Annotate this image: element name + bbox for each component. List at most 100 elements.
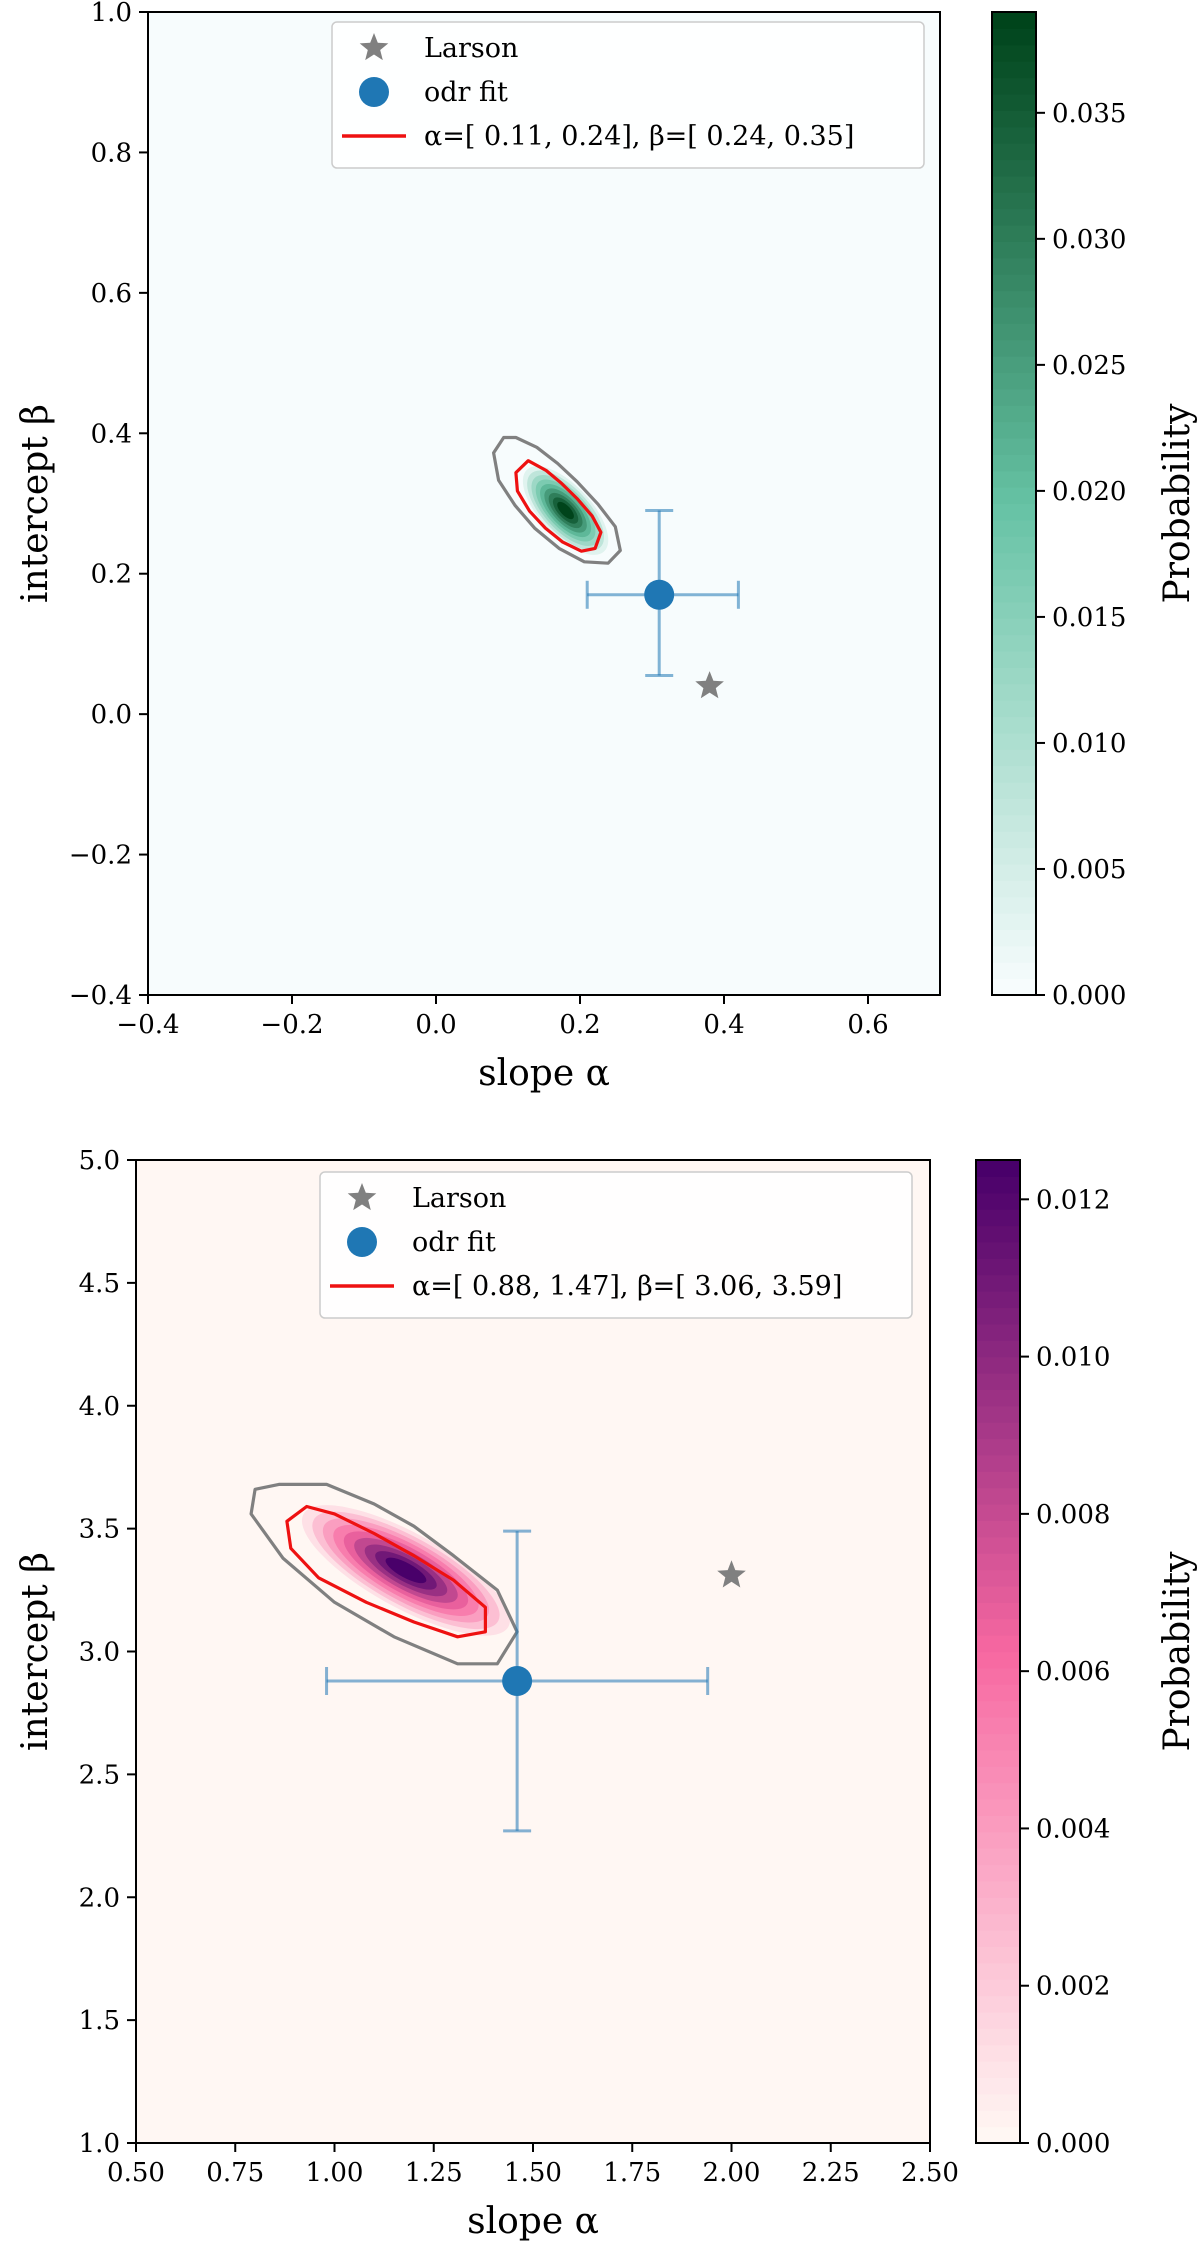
- colorbar-tick-label: 0.000: [1052, 981, 1126, 1011]
- legend-2: Larson odr fit α=[ 0.88, 1.47], β=[ 3.06, …: [319, 1171, 913, 1319]
- colorbar-segment: [992, 667, 1036, 685]
- x-tick-label: 1.00: [306, 2158, 364, 2188]
- legend-entry-label: α=[ 0.88, 1.47], β=[ 3.06, 3.59]: [412, 1271, 842, 1302]
- colorbar-segment: [992, 454, 1036, 472]
- colorbar-segment: [976, 1356, 1020, 1374]
- colorbar-segment: [976, 1585, 1020, 1603]
- colorbar-segment: [976, 1880, 1020, 1898]
- colorbar-segment: [976, 1815, 1020, 1833]
- y-tick-label: −0.4: [69, 981, 132, 1011]
- colorbar-segment: [976, 2061, 1020, 2079]
- legend-box: [331, 21, 925, 169]
- colorbar-tick-label: 0.002: [1036, 1972, 1110, 2002]
- colorbar-segment: [976, 1979, 1020, 1997]
- colorbar-segment: [992, 929, 1036, 947]
- colorbar-segment: [992, 372, 1036, 390]
- colorbar-segment: [992, 470, 1036, 488]
- colorbar-segment: [992, 552, 1036, 570]
- x-axis-label-1: slope α: [478, 1053, 610, 1094]
- colorbar-segment: [992, 356, 1036, 374]
- colorbar-segment: [976, 1487, 1020, 1505]
- colorbar-segment: [976, 1389, 1020, 1407]
- colorbar-segment: [976, 1717, 1020, 1735]
- colorbar-segment: [992, 634, 1036, 652]
- y-tick-label: 1.0: [91, 0, 132, 28]
- colorbar-segment: [992, 44, 1036, 62]
- colorbar-segment: [992, 765, 1036, 783]
- colorbar-segment: [976, 1225, 1020, 1243]
- colorbar-segment: [992, 962, 1036, 980]
- y-tick-label: 4.0: [79, 1392, 120, 1422]
- colorbar-segment: [992, 28, 1036, 46]
- posterior-panel-1: −0.4 −0.2 0.0 0.2 0.4 0.6 −0.4 −0.2 0.0 0.2 0.4 0.…: [15, 0, 1198, 1094]
- legend-entry-label: odr fit: [412, 1227, 496, 1258]
- colorbar-segment: [992, 536, 1036, 554]
- colorbar-segment: [992, 12, 1036, 29]
- x-tick-label: −0.2: [260, 1010, 323, 1040]
- markers-2: [325, 1529, 746, 1833]
- colorbar-segment: [992, 880, 1036, 898]
- colorbar-segment: [976, 2126, 1020, 2144]
- legend-circle-icon: [359, 77, 389, 107]
- colorbar-segment: [976, 1274, 1020, 1292]
- x-tick-label: 1.25: [405, 2158, 463, 2188]
- colorbar-tick-label: 0.010: [1052, 729, 1126, 759]
- colorbar-segment: [976, 2011, 1020, 2029]
- colorbar-segment: [976, 1176, 1020, 1194]
- colorbar-segment: [992, 93, 1036, 111]
- probability-level: [557, 501, 574, 520]
- x-axis-ticks-1: −0.4 −0.2 0.0 0.2 0.4 0.6: [116, 995, 889, 1040]
- colorbar-tick-label: 0.030: [1052, 225, 1126, 255]
- colorbar-segment: [976, 1602, 1020, 1620]
- colorbar-tick-label: 0.000: [1036, 2129, 1110, 2159]
- colorbar-segment: [992, 683, 1036, 701]
- y-tick-label: 0.4: [91, 419, 132, 449]
- legend-box: [319, 1171, 913, 1319]
- odr-fit-point: [644, 579, 675, 610]
- colorbar-tick-label: 0.010: [1036, 1343, 1110, 1373]
- colorbar-segment: [976, 1536, 1020, 1554]
- legend-circle-icon: [347, 1227, 377, 1257]
- colorbar-segment: [976, 1569, 1020, 1587]
- colorbar-segment: [976, 1618, 1020, 1636]
- colorbar-segment: [992, 388, 1036, 406]
- colorbar-segment: [992, 749, 1036, 767]
- colorbar-segment: [976, 1782, 1020, 1800]
- x-tick-label: 0.50: [107, 2158, 165, 2188]
- legend-entry-label: Larson: [412, 1183, 506, 1214]
- x-tick-label: 2.25: [802, 2158, 860, 2188]
- colorbar-segment: [976, 2044, 1020, 2062]
- legend-entry-label: odr fit: [424, 77, 508, 108]
- colorbar-segment: [976, 1798, 1020, 1816]
- colorbar-segment: [976, 1291, 1020, 1309]
- y-tick-label: −0.2: [69, 841, 132, 871]
- colorbar-segment: [976, 1864, 1020, 1882]
- colorbar-segment: [992, 831, 1036, 849]
- colorbar-segment: [992, 700, 1036, 718]
- colorbar-segment: [992, 405, 1036, 423]
- colorbar-segment: [976, 1848, 1020, 1866]
- colorbar-segment: [992, 437, 1036, 455]
- posterior-panel-2: 0.50 0.75 1.00 1.25 1.50 1.75 2.00 2.25 2.50 1.0…: [15, 1146, 1198, 2242]
- colorbar-segment: [992, 143, 1036, 161]
- colorbar-label-1: Probability: [1157, 403, 1198, 604]
- colorbar-segment: [992, 585, 1036, 603]
- colorbar-tick-label: 0.006: [1036, 1657, 1110, 1687]
- y-axis-label-1: intercept β: [15, 404, 56, 603]
- heatmap-2: [136, 1160, 930, 2143]
- colorbar-segment: [992, 126, 1036, 144]
- colorbar-frame: [991, 11, 1037, 996]
- colorbar-segment: [992, 224, 1036, 242]
- colorbar-segment: [992, 323, 1036, 341]
- colorbar-segment: [976, 1340, 1020, 1358]
- colorbar-segment: [976, 1635, 1020, 1653]
- colorbar-segment: [992, 732, 1036, 750]
- colorbar-tick-label: 0.012: [1036, 1185, 1110, 1215]
- credible-contour-inner: [514, 459, 603, 553]
- colorbar-segment: [976, 1241, 1020, 1259]
- colorbar-segment: [976, 1504, 1020, 1522]
- contours-2: [249, 1482, 519, 1666]
- colorbar-tick-label: 0.035: [1052, 99, 1126, 129]
- colorbar-segment: [976, 1733, 1020, 1751]
